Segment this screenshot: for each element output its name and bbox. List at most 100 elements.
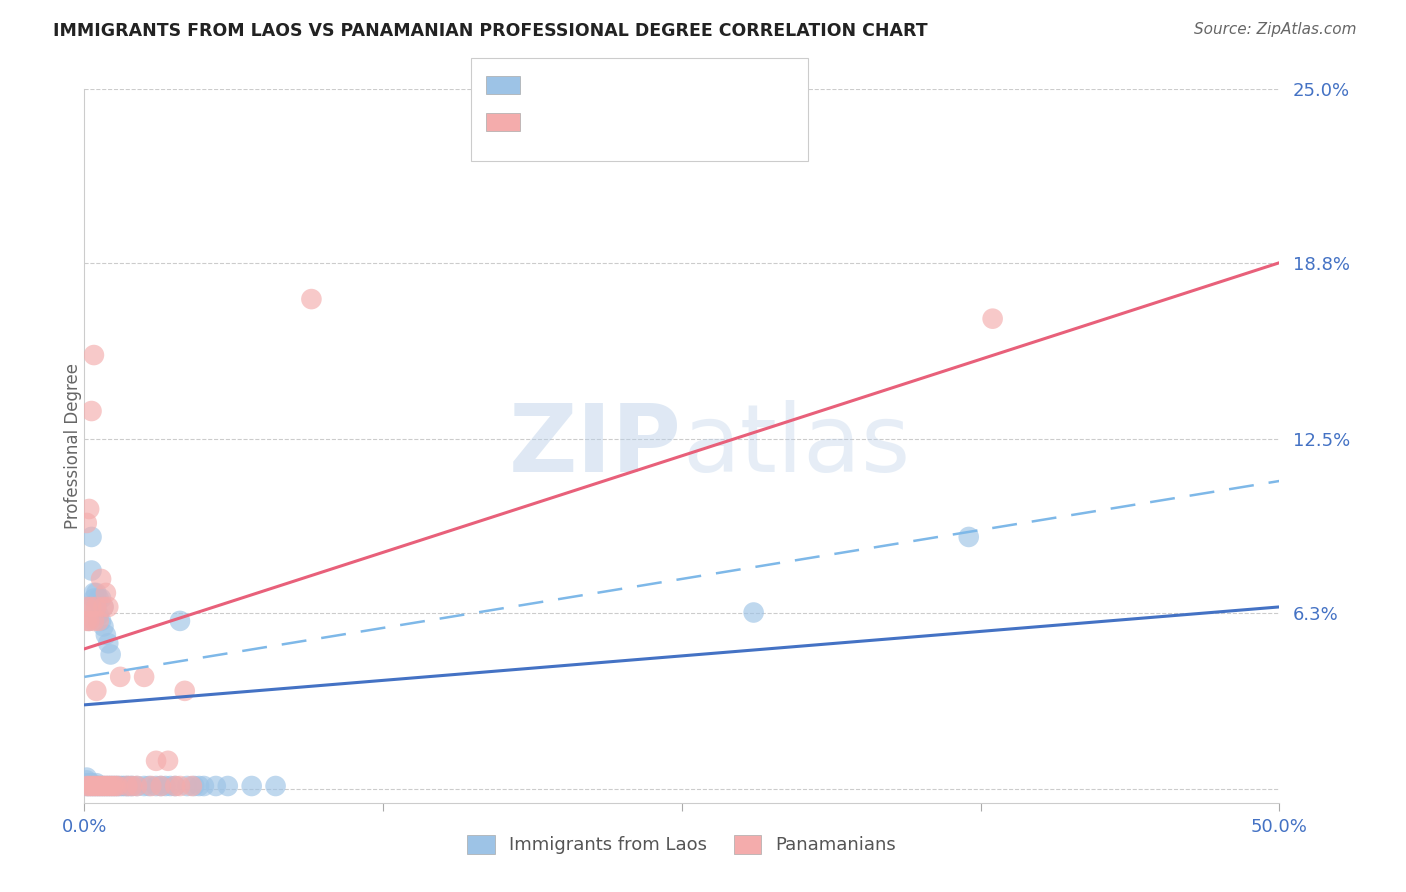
Point bbox=[104, 779, 127, 793]
Point bbox=[90, 614, 112, 628]
Point bbox=[90, 591, 112, 606]
Point bbox=[149, 779, 172, 793]
Point bbox=[107, 779, 129, 793]
Point bbox=[110, 779, 132, 793]
Point bbox=[77, 599, 100, 614]
Point bbox=[100, 779, 122, 793]
Y-axis label: Professional Degree: Professional Degree bbox=[65, 363, 82, 529]
Point bbox=[118, 779, 141, 793]
Point bbox=[94, 779, 117, 793]
Point bbox=[264, 779, 287, 793]
Point bbox=[193, 779, 215, 793]
Point bbox=[80, 776, 103, 790]
Point bbox=[157, 754, 180, 768]
Point bbox=[155, 779, 177, 793]
Point bbox=[77, 779, 100, 793]
Point bbox=[80, 530, 103, 544]
Point bbox=[77, 614, 100, 628]
Point bbox=[159, 779, 181, 793]
Point bbox=[77, 614, 100, 628]
Point bbox=[125, 779, 148, 793]
Point bbox=[93, 599, 115, 614]
Point bbox=[173, 684, 195, 698]
Point bbox=[80, 779, 103, 793]
Point bbox=[87, 779, 110, 793]
Point bbox=[217, 779, 239, 793]
Point bbox=[86, 779, 108, 793]
Point bbox=[80, 404, 103, 418]
Point bbox=[101, 779, 124, 793]
Point bbox=[76, 614, 98, 628]
Point bbox=[93, 779, 115, 793]
Text: Source: ZipAtlas.com: Source: ZipAtlas.com bbox=[1194, 22, 1357, 37]
Point bbox=[165, 779, 187, 793]
Point bbox=[149, 779, 172, 793]
Point bbox=[169, 614, 191, 628]
Point bbox=[145, 754, 167, 768]
Point bbox=[94, 628, 117, 642]
Point bbox=[83, 779, 105, 793]
Point bbox=[83, 586, 105, 600]
Point bbox=[76, 773, 98, 788]
Point bbox=[183, 779, 205, 793]
Point bbox=[111, 779, 134, 793]
Point bbox=[76, 771, 98, 785]
Point bbox=[83, 779, 105, 793]
Point bbox=[86, 599, 108, 614]
Text: ZIP: ZIP bbox=[509, 400, 682, 492]
Text: R = 0.415: R = 0.415 bbox=[533, 113, 623, 131]
Point bbox=[957, 530, 980, 544]
Point bbox=[90, 779, 112, 793]
Point bbox=[117, 779, 139, 793]
Point bbox=[117, 779, 139, 793]
Point bbox=[100, 648, 122, 662]
Point bbox=[114, 779, 136, 793]
Point bbox=[141, 779, 163, 793]
Point bbox=[176, 779, 198, 793]
Point bbox=[97, 636, 120, 650]
Point bbox=[76, 776, 98, 790]
Point bbox=[240, 779, 263, 793]
Point bbox=[100, 779, 122, 793]
Point bbox=[76, 516, 98, 530]
Point bbox=[97, 599, 120, 614]
Point bbox=[104, 779, 127, 793]
Point bbox=[80, 779, 103, 793]
Point bbox=[132, 670, 156, 684]
Point bbox=[93, 619, 115, 633]
Point bbox=[94, 779, 117, 793]
Point bbox=[94, 586, 117, 600]
Point bbox=[169, 779, 191, 793]
Point bbox=[181, 779, 204, 793]
Text: R = 0.175: R = 0.175 bbox=[533, 76, 623, 94]
Point bbox=[97, 779, 120, 793]
Point bbox=[125, 779, 148, 793]
Point bbox=[87, 614, 110, 628]
Point bbox=[86, 684, 108, 698]
Text: N = 62: N = 62 bbox=[651, 76, 714, 94]
Point bbox=[76, 779, 98, 793]
Point bbox=[145, 779, 167, 793]
Point bbox=[93, 599, 115, 614]
Point bbox=[83, 591, 105, 606]
Point bbox=[93, 779, 115, 793]
Point bbox=[87, 591, 110, 606]
Point bbox=[97, 779, 120, 793]
Text: atlas: atlas bbox=[682, 400, 910, 492]
Point bbox=[83, 348, 105, 362]
Point bbox=[981, 311, 1004, 326]
Point bbox=[205, 779, 228, 793]
Point bbox=[87, 608, 110, 623]
Text: IMMIGRANTS FROM LAOS VS PANAMANIAN PROFESSIONAL DEGREE CORRELATION CHART: IMMIGRANTS FROM LAOS VS PANAMANIAN PROFE… bbox=[53, 22, 928, 40]
Point bbox=[86, 586, 108, 600]
Point bbox=[101, 779, 124, 793]
Point bbox=[86, 599, 108, 614]
Point bbox=[77, 776, 100, 790]
Point bbox=[742, 606, 765, 620]
Point bbox=[77, 779, 100, 793]
Point bbox=[80, 599, 103, 614]
Point bbox=[165, 779, 187, 793]
Text: N = 45: N = 45 bbox=[651, 113, 714, 131]
Point bbox=[107, 779, 129, 793]
Point bbox=[87, 779, 110, 793]
